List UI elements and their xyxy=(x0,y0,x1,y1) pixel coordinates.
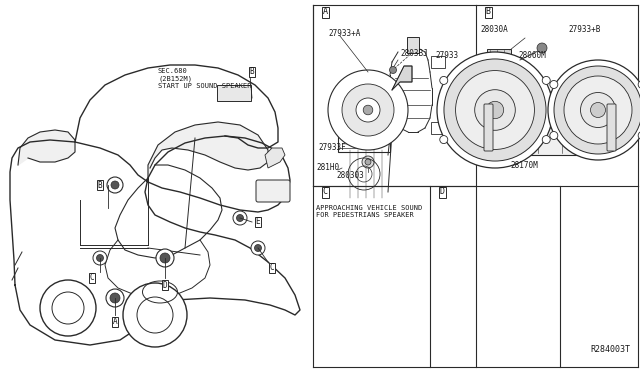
Circle shape xyxy=(160,253,170,263)
Circle shape xyxy=(328,70,408,150)
Circle shape xyxy=(365,159,371,165)
Text: 28170M: 28170M xyxy=(510,160,538,170)
Text: A: A xyxy=(113,317,117,327)
Text: R284003T: R284003T xyxy=(590,345,630,354)
Circle shape xyxy=(548,60,640,160)
Circle shape xyxy=(106,289,124,307)
Polygon shape xyxy=(610,92,620,155)
FancyBboxPatch shape xyxy=(490,100,610,155)
Polygon shape xyxy=(265,148,285,168)
Polygon shape xyxy=(392,66,412,90)
Circle shape xyxy=(233,211,247,225)
Circle shape xyxy=(638,131,640,140)
Circle shape xyxy=(111,181,119,189)
Circle shape xyxy=(542,135,550,144)
Circle shape xyxy=(537,43,547,53)
Circle shape xyxy=(444,59,546,161)
Circle shape xyxy=(342,84,394,136)
Polygon shape xyxy=(148,122,268,178)
Circle shape xyxy=(456,71,534,150)
Circle shape xyxy=(40,280,96,336)
Circle shape xyxy=(550,80,558,89)
Text: 281H0: 281H0 xyxy=(316,164,339,173)
Text: B: B xyxy=(486,7,490,16)
Text: 27933: 27933 xyxy=(435,51,458,60)
Circle shape xyxy=(251,241,265,255)
Text: E: E xyxy=(256,218,260,227)
Text: SEC.680
(2B152M)
START UP SOUND SPEAKER: SEC.680 (2B152M) START UP SOUND SPEAKER xyxy=(158,68,252,89)
Text: APPROACHING VEHICLE SOUND
FOR PEDESTRIANS SPEAKER: APPROACHING VEHICLE SOUND FOR PEDESTRIAN… xyxy=(316,205,422,218)
Circle shape xyxy=(440,76,448,84)
Circle shape xyxy=(364,105,372,115)
Circle shape xyxy=(437,52,553,168)
FancyBboxPatch shape xyxy=(607,104,616,151)
FancyBboxPatch shape xyxy=(484,104,493,151)
Text: C: C xyxy=(269,263,275,273)
FancyBboxPatch shape xyxy=(338,100,390,152)
Circle shape xyxy=(356,98,380,122)
Text: B: B xyxy=(250,67,254,77)
Circle shape xyxy=(542,76,550,84)
Text: 2803BJ: 2803BJ xyxy=(400,49,428,58)
FancyBboxPatch shape xyxy=(217,85,251,101)
Circle shape xyxy=(591,103,605,118)
Circle shape xyxy=(554,66,640,154)
Circle shape xyxy=(550,131,558,140)
Text: 27933+B: 27933+B xyxy=(568,26,600,35)
Circle shape xyxy=(440,135,448,144)
Text: 28060M: 28060M xyxy=(518,51,546,61)
Text: 27933F: 27933F xyxy=(318,144,346,153)
Polygon shape xyxy=(490,92,620,100)
Text: B: B xyxy=(98,180,102,189)
Text: A: A xyxy=(323,7,328,16)
Text: 28030A: 28030A xyxy=(480,26,508,35)
Circle shape xyxy=(475,90,515,130)
Circle shape xyxy=(97,254,104,262)
Text: C: C xyxy=(323,187,328,196)
Text: 27933+A: 27933+A xyxy=(328,29,360,38)
Circle shape xyxy=(255,244,262,251)
Circle shape xyxy=(390,67,397,74)
Circle shape xyxy=(93,251,107,265)
Text: 280303: 280303 xyxy=(336,170,364,180)
Circle shape xyxy=(110,293,120,303)
Text: D: D xyxy=(440,187,445,196)
Text: C: C xyxy=(90,273,94,282)
Circle shape xyxy=(156,249,174,267)
Circle shape xyxy=(107,177,123,193)
Circle shape xyxy=(580,93,616,128)
Text: D: D xyxy=(163,280,167,289)
Circle shape xyxy=(486,101,504,119)
Polygon shape xyxy=(18,130,75,165)
Circle shape xyxy=(638,80,640,89)
Circle shape xyxy=(564,76,632,144)
Circle shape xyxy=(362,156,374,168)
Circle shape xyxy=(237,215,243,221)
Circle shape xyxy=(123,283,187,347)
FancyBboxPatch shape xyxy=(407,37,419,53)
FancyBboxPatch shape xyxy=(487,49,511,69)
FancyBboxPatch shape xyxy=(256,180,290,202)
